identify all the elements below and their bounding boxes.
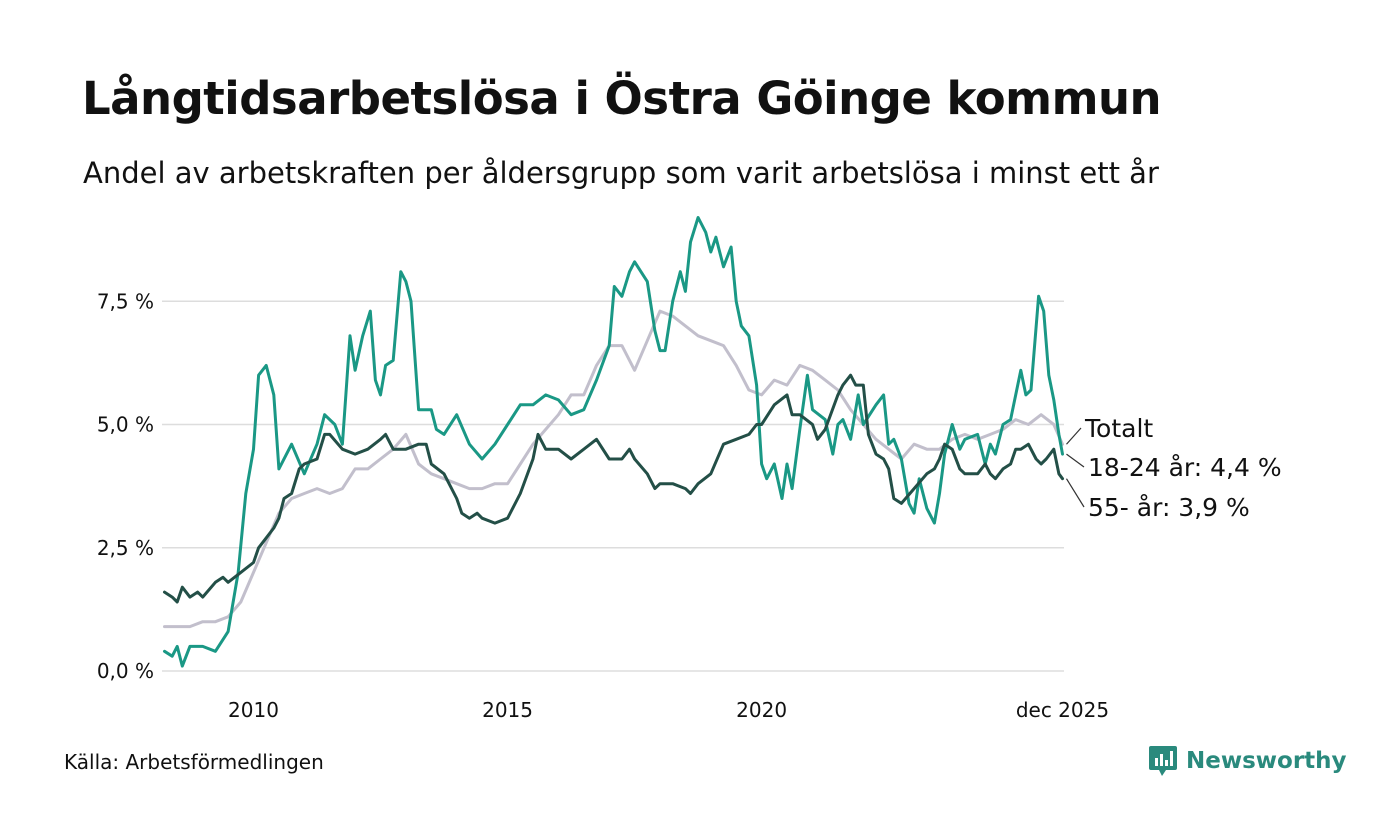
y-tick-label: 5,0 % bbox=[97, 413, 154, 437]
x-tick-label: 2010 bbox=[228, 698, 279, 722]
newsworthy-logo: Newsworthy bbox=[1148, 744, 1347, 778]
brand-name: Newsworthy bbox=[1186, 748, 1347, 774]
label-leader-line bbox=[1065, 478, 1085, 508]
label-leader-line bbox=[1066, 453, 1085, 468]
y-tick-label: 2,5 % bbox=[97, 536, 154, 560]
x-axis-tick-labels: 2010 2015 2020 dec 2025 bbox=[228, 698, 1109, 722]
series-lines bbox=[163, 216, 1064, 668]
series-line-totalt bbox=[163, 309, 1064, 629]
newsworthy-logo-icon bbox=[1149, 746, 1177, 776]
source-note: Källa: Arbetsförmedlingen bbox=[64, 750, 324, 774]
y-tick-label: 7,5 % bbox=[97, 289, 154, 313]
x-tick-label: 2020 bbox=[736, 698, 787, 722]
chart-title: Långtidsarbetslösa i Östra Göinge kommun bbox=[82, 72, 1162, 125]
y-tick-label: 0,0 % bbox=[97, 659, 154, 683]
series-labels: Totalt 18-24 år: 4,4 % 55- år: 3,9 % bbox=[1065, 414, 1282, 522]
x-tick-label: 2015 bbox=[482, 698, 533, 722]
series-label: 55- år: 3,9 % bbox=[1088, 493, 1250, 522]
grid-lines bbox=[162, 300, 1064, 672]
x-tick-label: dec 2025 bbox=[1016, 698, 1109, 722]
label-leader-line bbox=[1066, 427, 1082, 445]
chart-subtitle: Andel av arbetskraften per åldersgrupp s… bbox=[83, 156, 1159, 190]
series-line-55-r bbox=[163, 373, 1064, 604]
series-line-18-24-r bbox=[163, 216, 1064, 668]
series-label: Totalt bbox=[1084, 414, 1153, 443]
series-label: 18-24 år: 4,4 % bbox=[1088, 453, 1282, 482]
y-axis-tick-labels: 0,0 % 2,5 % 5,0 % 7,5 % bbox=[97, 289, 154, 683]
